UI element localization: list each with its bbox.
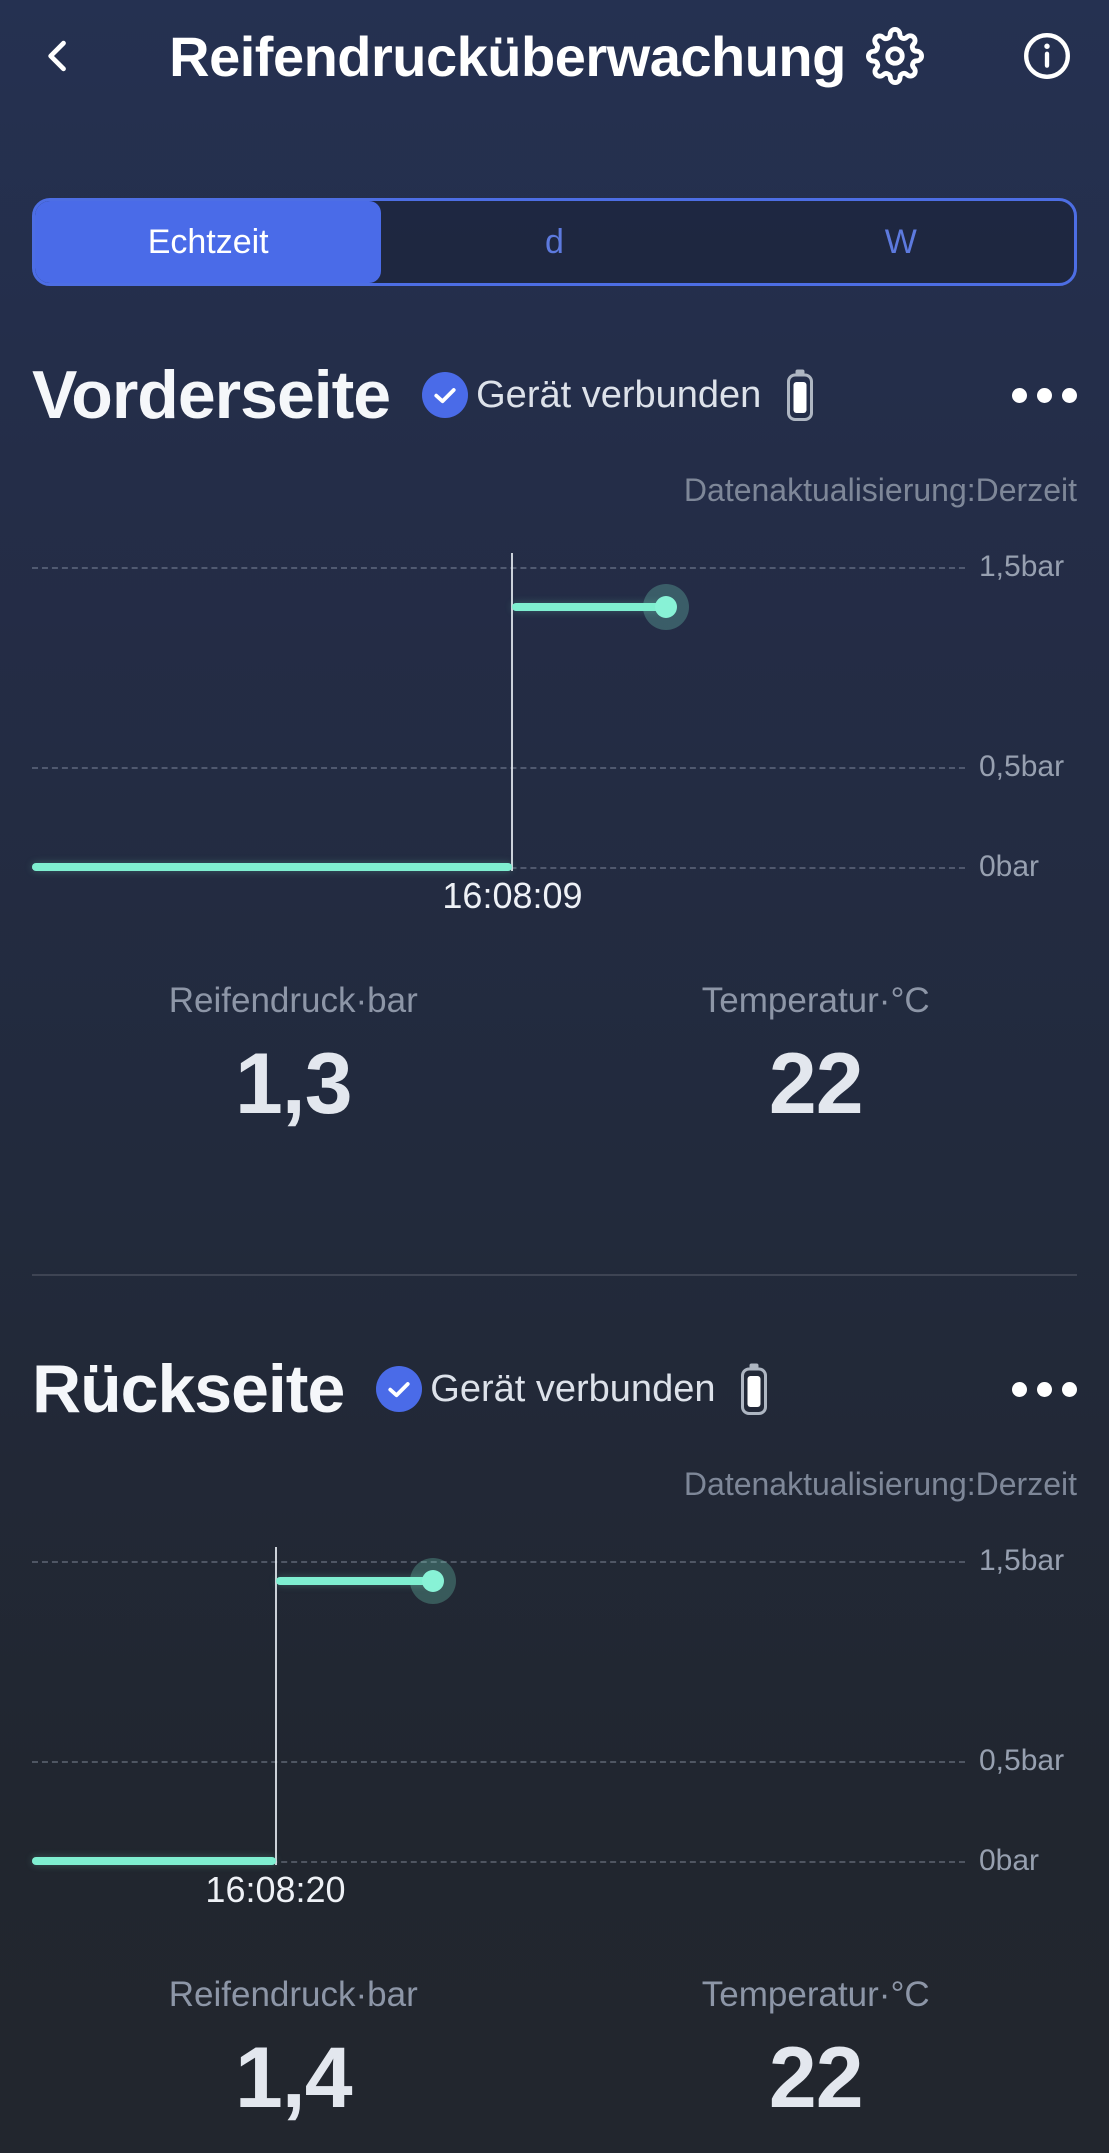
tab-day[interactable]: d — [545, 222, 564, 261]
app-header: Reifendrucküberwachung — [0, 0, 1109, 106]
gridline — [32, 1561, 965, 1563]
info-icon — [1021, 30, 1073, 82]
check-icon — [422, 372, 469, 418]
info-button[interactable] — [1021, 30, 1073, 82]
back-button[interactable] — [36, 34, 80, 78]
status-text: Gerät verbunden — [430, 1367, 716, 1410]
battery-icon — [741, 1363, 768, 1415]
tab-week[interactable]: W — [884, 222, 917, 261]
data-point — [422, 1570, 445, 1592]
chart-x-axis: 16:08:20 — [32, 1861, 965, 1913]
stat-label: Reifendruck·bar — [168, 1975, 418, 2014]
more-menu-button[interactable] — [1012, 378, 1077, 413]
y-axis-label: 1,5bar — [979, 1544, 1065, 1577]
stat-label: Temperatur·°C — [701, 981, 930, 1020]
y-axis-label: 1,5bar — [979, 550, 1065, 583]
stat-pressure: Reifendruck·bar 1,3 — [32, 981, 555, 1134]
time-cursor-line — [274, 1547, 277, 1866]
device-status-badge: Gerät verbunden — [422, 369, 814, 421]
gridline — [32, 1761, 965, 1763]
status-text: Gerät verbunden — [476, 373, 762, 416]
y-axis-label: 0bar — [979, 1844, 1040, 1877]
chart-plot-area[interactable] — [32, 553, 965, 872]
time-label: 16:08:20 — [205, 1869, 346, 1910]
section-rueckseite: Rückseite Gerät verbunden Datenaktualisi… — [0, 1350, 1109, 2128]
section-title: Rückseite — [32, 1351, 345, 1427]
settings-button[interactable] — [865, 27, 924, 85]
chart-plot-area[interactable] — [32, 1547, 965, 1866]
section-title: Vorderseite — [32, 357, 391, 433]
y-axis-label: 0,5bar — [979, 750, 1065, 783]
stat-value: 22 — [768, 2030, 864, 2126]
pressure-chart: 16:08:09 1,5bar 0,5bar 0bar — [32, 550, 1077, 919]
chevron-left-icon — [36, 34, 80, 78]
gridline — [32, 1861, 965, 1863]
gear-icon — [865, 27, 924, 85]
section-divider — [32, 1274, 1077, 1276]
gridline — [32, 567, 965, 569]
update-info: Datenaktualisierung:Derzeit — [683, 1466, 1077, 1502]
time-label: 16:08:09 — [442, 875, 583, 916]
stat-value: 1,4 — [234, 2030, 353, 2126]
pressure-line-segment — [32, 863, 513, 871]
y-axis-label: 0,5bar — [979, 1744, 1065, 1777]
stat-label: Reifendruck·bar — [168, 981, 418, 1020]
y-axis-label: 0bar — [979, 850, 1040, 883]
pressure-chart: 16:08:20 1,5bar 0,5bar 0bar — [32, 1544, 1077, 1913]
pressure-line-segment — [32, 1857, 276, 1865]
data-point — [655, 596, 678, 618]
stat-value: 22 — [768, 1036, 864, 1132]
stats-row: Reifendruck·bar 1,3 Temperatur·°C 22 — [32, 981, 1077, 1134]
update-info: Datenaktualisierung:Derzeit — [683, 472, 1077, 508]
pressure-line-segment — [512, 603, 667, 611]
time-range-tabs: Echtzeit d W — [32, 198, 1077, 286]
device-status-badge: Gerät verbunden — [376, 1363, 768, 1415]
stat-value: 1,3 — [234, 1036, 353, 1132]
y-axis-labels: 1,5bar 0,5bar 0bar — [965, 1544, 1077, 1877]
tab-echtzeit[interactable]: Echtzeit — [35, 201, 382, 283]
stat-temperature: Temperatur·°C 22 — [555, 1975, 1078, 2128]
stat-label: Temperatur·°C — [701, 1975, 930, 2014]
y-axis-labels: 1,5bar 0,5bar 0bar — [965, 550, 1077, 883]
section-vorderseite: Vorderseite Gerät verbunden Datenaktuali… — [0, 356, 1109, 1276]
battery-icon — [787, 369, 814, 421]
stats-row: Reifendruck·bar 1,4 Temperatur·°C 22 — [32, 1975, 1077, 2128]
time-cursor-line — [511, 553, 514, 872]
pressure-line-segment — [275, 1577, 434, 1585]
check-icon — [376, 1366, 423, 1412]
stat-pressure: Reifendruck·bar 1,4 — [32, 1975, 555, 2128]
chart-x-axis: 16:08:09 — [32, 867, 965, 919]
page-title: Reifendrucküberwachung — [169, 24, 846, 88]
gridline — [32, 767, 965, 769]
more-menu-button[interactable] — [1012, 1372, 1077, 1407]
stat-temperature: Temperatur·°C 22 — [555, 981, 1078, 1134]
